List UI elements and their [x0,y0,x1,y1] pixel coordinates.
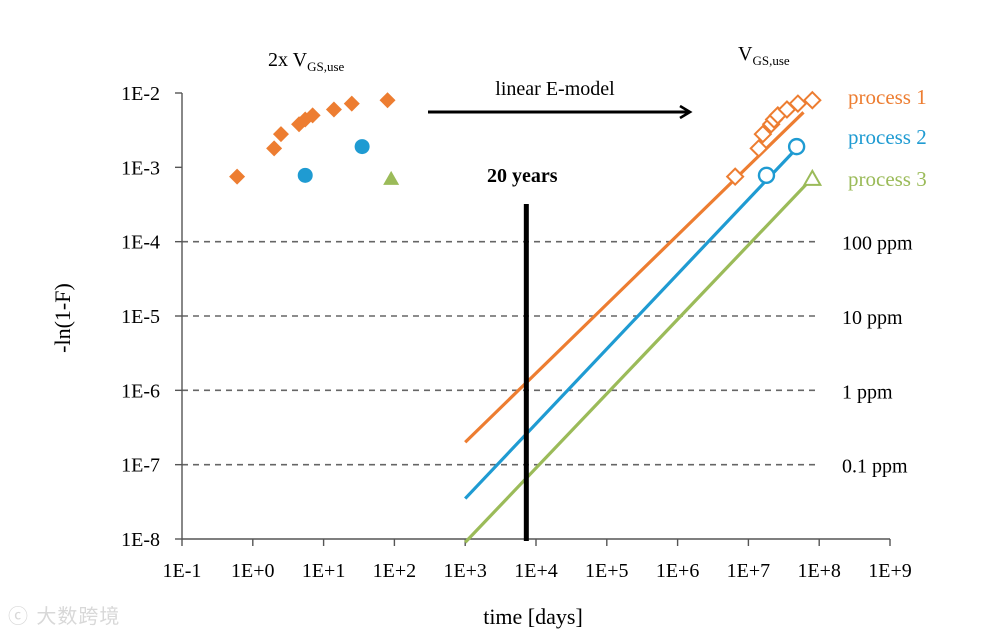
use-condition-label: VGS,use [738,43,790,68]
twenty-year-label: 20 years [487,165,558,187]
fit-line-process-1 [464,111,805,444]
x-tick-label: 1E+7 [727,560,771,582]
ppm-gridlines: 100 ppm 10 ppm 1 ppm 0.1 ppm [182,233,913,478]
y-tick-label: 1E-7 [121,455,160,477]
x-tick-label: 1E+8 [797,560,841,582]
legend-entry: process 2 [848,125,927,149]
legend-entry: process 3 [848,167,927,191]
use-point-process-1 [749,138,769,158]
use-point-process-2 [757,166,776,185]
x-tick-label: 1E+9 [868,560,912,582]
y-tick-label: 1E-3 [121,157,160,179]
y-tick-label: 1E-2 [121,83,160,105]
use-point-process-1 [753,124,773,144]
x-tick-label: 1E+6 [656,560,700,582]
stress-point-process-3 [383,170,400,185]
ppm-label: 10 ppm [842,307,903,329]
x-tick-label: 1E-1 [163,560,202,582]
stress-point-process-2 [297,167,313,183]
stress-condition-label: 2x VGS,use [268,49,345,74]
stress-point-process-1 [343,95,360,112]
x-tick-label: 1E+5 [585,560,629,582]
use-point-process-3 [802,168,823,186]
stress-point-process-2 [354,139,370,155]
use-point-process-1 [725,167,745,187]
legend: process 1 process 2 process 3 [848,85,927,191]
y-tick-label: 1E-6 [121,380,160,402]
data-points [229,90,823,187]
use-point-process-1 [802,90,822,110]
stress-point-process-1 [304,107,321,124]
x-tick-label: 1E+2 [373,560,417,582]
ppm-label: 100 ppm [842,233,913,255]
y-tick-label: 1E-5 [121,306,160,328]
watermark-logo: ⓒ 大数跨境 [8,604,121,628]
x-tick-label: 1E+0 [231,560,275,582]
x-tick-label: 1E+1 [302,560,346,582]
y-tick-label: 1E-4 [121,232,160,254]
stress-point-process-1 [266,140,283,157]
stress-point-process-1 [229,168,246,185]
stress-point-process-1 [272,126,289,143]
y-axis-title: -ln(1-F) [50,283,75,353]
legend-entry: process 1 [848,85,927,109]
stress-point-process-1 [325,101,342,118]
ppm-label: 0.1 ppm [842,456,908,478]
axes: 1E-2 1E-3 1E-4 1E-5 1E-6 1E-7 1E-81E-1 1E+0 1E+1… [121,83,912,582]
x-tick-label: 1E+3 [443,560,487,582]
e-model-label: linear E-model [495,78,615,100]
y-tick-label: 1E-8 [121,529,160,551]
fit-line-process-3 [464,176,814,544]
fit-line-process-2 [464,147,798,500]
use-point-process-1 [788,94,808,114]
x-axis-title: time [days] [483,604,583,629]
ppm-label: 1 ppm [842,381,893,403]
fit-lines [464,111,814,544]
use-point-process-2 [787,137,806,156]
x-tick-label: 1E+4 [514,560,558,582]
stress-point-process-1 [379,92,396,109]
